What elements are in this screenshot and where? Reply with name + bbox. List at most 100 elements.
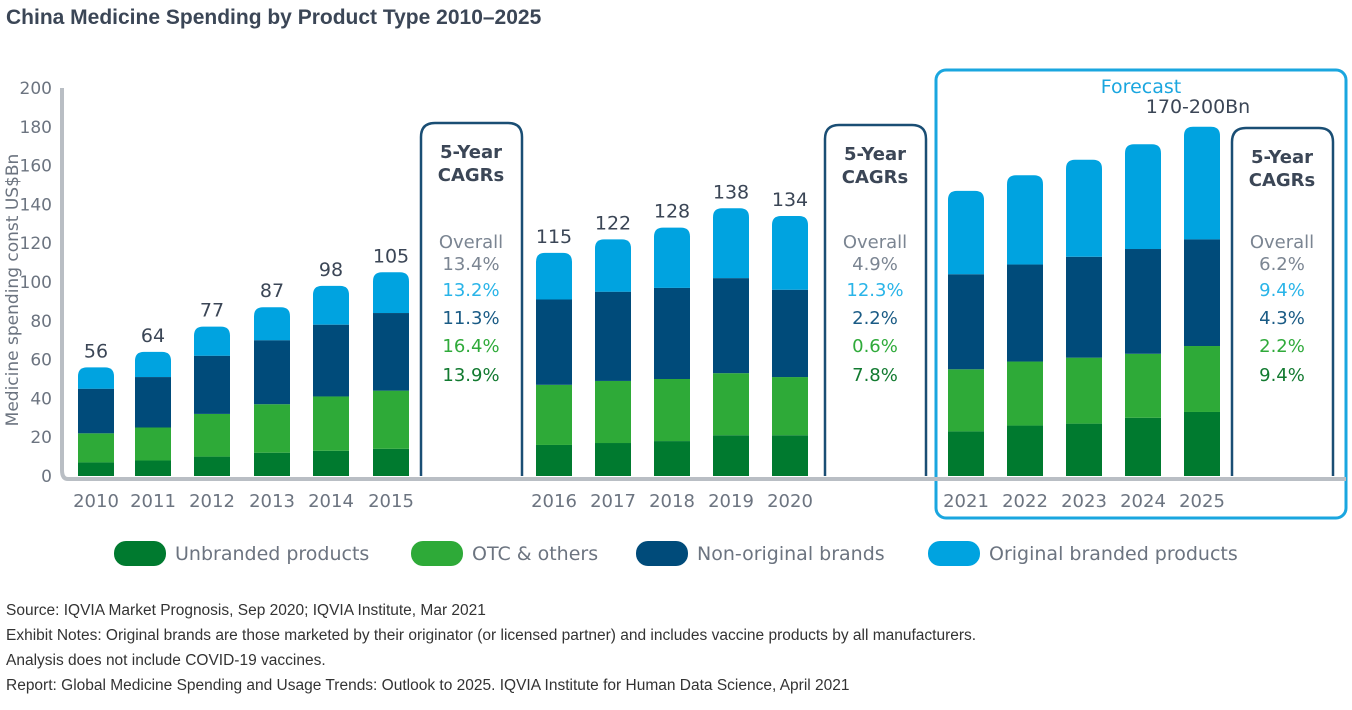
x-tick-label: 2023 bbox=[1061, 491, 1107, 512]
total-label: 138 bbox=[713, 181, 749, 203]
legend-item-unbranded: Unbranded products bbox=[114, 541, 369, 566]
total-label: 98 bbox=[319, 259, 343, 281]
bar-segment-otc-others bbox=[78, 433, 114, 463]
legend-swatch bbox=[636, 541, 688, 566]
cagr-box bbox=[823, 123, 928, 476]
x-tick-label: 2011 bbox=[130, 491, 176, 512]
exhibit-notes: Exhibit Notes: Original brands are those… bbox=[6, 627, 977, 644]
x-tick-label: 2019 bbox=[708, 491, 754, 512]
cagr-unbranded: 7.8% bbox=[852, 365, 898, 386]
bar-segment-unbranded-products bbox=[595, 443, 631, 476]
bar-segment-non-original-brands bbox=[1066, 256, 1102, 358]
bar-segment-non-original-brands bbox=[1125, 249, 1161, 354]
cagr-overall-label: Overall bbox=[1250, 232, 1314, 253]
legend-item-non-original: Non-original brands bbox=[636, 541, 885, 566]
bar-segment-original-branded-products bbox=[772, 216, 808, 290]
bar-segment-otc-others bbox=[948, 369, 984, 432]
cagr-non-original: 2.2% bbox=[852, 308, 898, 329]
forecast-label: Forecast bbox=[1101, 76, 1181, 98]
x-tick-label: 2024 bbox=[1120, 491, 1166, 512]
legend-label: Non-original brands bbox=[697, 542, 885, 565]
bar-segment-otc-others bbox=[194, 413, 230, 457]
x-tick-label: 2015 bbox=[368, 491, 414, 512]
x-tick-label: 2012 bbox=[189, 491, 235, 512]
legend-item-otc: OTC & others bbox=[411, 541, 598, 566]
bar-segment-non-original-brands bbox=[713, 278, 749, 374]
bar-segment-unbranded-products bbox=[1184, 411, 1220, 476]
x-tick-label: 2020 bbox=[767, 491, 813, 512]
bar-segment-otc-others bbox=[654, 379, 690, 442]
bar-segment-otc-others bbox=[1066, 357, 1102, 424]
total-label: 87 bbox=[260, 280, 284, 302]
cagr-heading: 5-Year bbox=[440, 142, 502, 163]
exhibit-notes-cont: Analysis does not include COVID-19 vacci… bbox=[6, 652, 326, 669]
bar-segment-non-original-brands bbox=[1184, 239, 1220, 347]
bar-segment-unbranded-products bbox=[1125, 417, 1161, 476]
cagr-heading: CAGRs bbox=[438, 165, 505, 186]
total-label: 64 bbox=[141, 325, 165, 347]
y-tick-label: 20 bbox=[30, 428, 52, 448]
total-label: 128 bbox=[654, 201, 690, 223]
y-tick-label: 200 bbox=[20, 79, 52, 99]
total-label: 105 bbox=[373, 245, 409, 267]
cagr-otc: 2.2% bbox=[1259, 336, 1305, 357]
bar-segment-original-branded-products bbox=[536, 252, 572, 300]
cagr-original: 9.4% bbox=[1259, 280, 1305, 301]
forecast-box bbox=[934, 68, 1348, 520]
legend-swatch bbox=[114, 541, 166, 566]
cagr-non-original: 4.3% bbox=[1259, 308, 1305, 329]
bar-segment-otc-others bbox=[772, 377, 808, 436]
x-tick-label: 2014 bbox=[308, 491, 354, 512]
cagr-box bbox=[419, 121, 524, 476]
cagr-heading: 5-Year bbox=[1251, 147, 1313, 168]
bar-segment-original-branded-products bbox=[254, 307, 290, 341]
bar-segment-original-branded-products bbox=[654, 227, 690, 288]
bar-segment-unbranded-products bbox=[772, 435, 808, 476]
bar-segment-original-branded-products bbox=[1007, 175, 1043, 265]
legend-swatch bbox=[928, 541, 980, 566]
bar-segment-unbranded-products bbox=[194, 456, 230, 476]
bar-segment-unbranded-products bbox=[1007, 425, 1043, 476]
bar-segment-unbranded-products bbox=[313, 450, 349, 476]
legend-swatch bbox=[411, 541, 463, 566]
stacked-bar-chart: Forecast 0 20 40 60 80 100 120 140 160 180 200 Medic… bbox=[3, 68, 1348, 520]
cagr-overall: 13.4% bbox=[442, 254, 499, 275]
cagr-unbranded: 9.4% bbox=[1259, 365, 1305, 386]
bar-segment-otc-others bbox=[254, 404, 290, 453]
bar-segment-original-branded-products bbox=[135, 351, 171, 378]
bar-segment-original-branded-products bbox=[595, 239, 631, 292]
x-tick-label: 2010 bbox=[73, 491, 119, 512]
cagr-heading: 5-Year bbox=[844, 144, 906, 165]
bar-segment-otc-others bbox=[313, 396, 349, 451]
bar-segment-non-original-brands bbox=[313, 324, 349, 397]
bar-segment-non-original-brands bbox=[536, 299, 572, 385]
bar-segment-non-original-brands bbox=[135, 377, 171, 428]
bar-segment-non-original-brands bbox=[254, 340, 290, 405]
x-tick-label: 2016 bbox=[531, 491, 577, 512]
cagr-non-original: 11.3% bbox=[442, 308, 499, 329]
bar-segment-original-branded-products bbox=[373, 272, 409, 314]
bar-segment-original-branded-products bbox=[713, 208, 749, 279]
total-label: 170-200Bn bbox=[1146, 96, 1250, 118]
cagr-overall-label: Overall bbox=[843, 232, 907, 253]
y-tick-label: 140 bbox=[20, 195, 52, 215]
report-line: Report: Global Medicine Spending and Usa… bbox=[6, 677, 850, 694]
cagr-overall: 4.9% bbox=[852, 254, 898, 275]
bar-segment-otc-others bbox=[135, 427, 171, 461]
bar-segment-original-branded-products bbox=[1125, 144, 1161, 250]
x-tick-label: 2018 bbox=[649, 491, 695, 512]
bar-segment-unbranded-products bbox=[948, 431, 984, 476]
bar-segment-otc-others bbox=[373, 390, 409, 449]
cagr-box bbox=[1230, 126, 1335, 476]
bar-segment-unbranded-products bbox=[654, 441, 690, 476]
bar-segment-non-original-brands bbox=[654, 287, 690, 379]
bar-segment-non-original-brands bbox=[1007, 264, 1043, 362]
bar-segment-otc-others bbox=[1125, 353, 1161, 418]
source-line: Source: IQVIA Market Prognosis, Sep 2020… bbox=[6, 602, 486, 619]
cagr-otc: 16.4% bbox=[442, 336, 499, 357]
y-axis-label: Medicine spending const US$Bn bbox=[3, 154, 23, 427]
bar-segment-unbranded-products bbox=[1066, 423, 1102, 476]
total-label: 122 bbox=[595, 212, 631, 234]
bar-segment-non-original-brands bbox=[194, 355, 230, 414]
bar-segment-original-branded-products bbox=[313, 285, 349, 325]
